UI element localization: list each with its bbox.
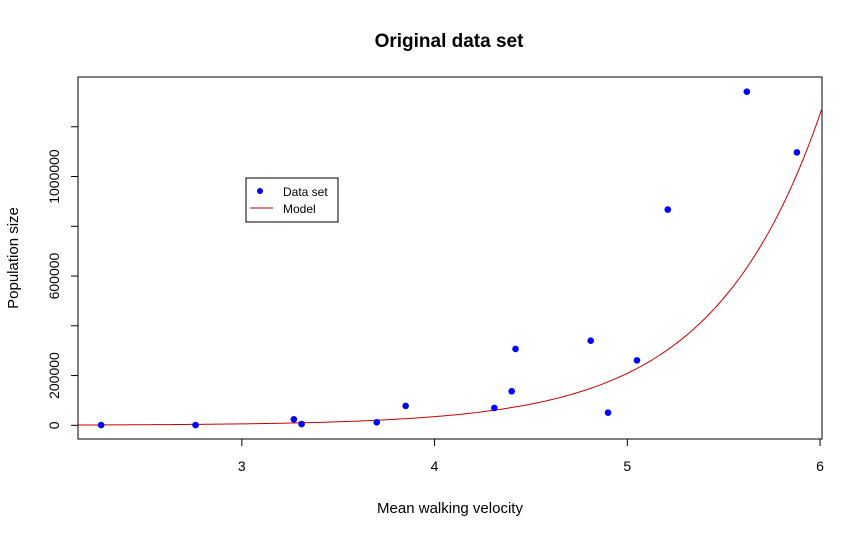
y-tick-label: 0 [46, 421, 62, 429]
y-axis-label: Population size [5, 207, 22, 309]
data-point [402, 402, 409, 410]
data-point [633, 357, 641, 364]
data-point [491, 404, 498, 412]
y-tick-label: 1000000 [46, 149, 62, 204]
y-tick-label: 200000 [46, 352, 62, 399]
model-layer [77, 108, 823, 426]
data-point [587, 337, 595, 345]
chart-title: Original data set [375, 31, 525, 52]
x-tick-label: 6 [816, 458, 824, 474]
x-tick-label: 4 [431, 458, 439, 474]
model-curve [77, 108, 823, 426]
data-point [793, 149, 801, 156]
plot-area-frame [77, 76, 823, 440]
data-point [97, 421, 105, 429]
legend-label-model: Model [283, 202, 316, 216]
data-point [512, 345, 519, 353]
data-point [298, 420, 305, 428]
data-point [604, 409, 612, 416]
x-tick-label: 5 [623, 458, 631, 474]
y-axis: 0 200000 600000 1000000 [46, 126, 78, 429]
data-point [508, 387, 515, 395]
legend-box [245, 177, 339, 223]
data-point [373, 419, 381, 426]
data-point [290, 416, 298, 423]
legend: Data set Model [245, 177, 339, 223]
data-point [664, 206, 672, 213]
x-axis: 3 4 5 6 [238, 439, 824, 474]
data-points [97, 88, 801, 429]
x-tick-label: 3 [238, 458, 246, 474]
y-tick-label: 600000 [46, 252, 62, 299]
legend-point-marker [257, 188, 263, 194]
data-point [743, 88, 751, 95]
legend-label-data-set: Data set [283, 185, 328, 199]
x-axis-label: Mean walking velocity [377, 500, 523, 517]
data-point [192, 421, 199, 429]
